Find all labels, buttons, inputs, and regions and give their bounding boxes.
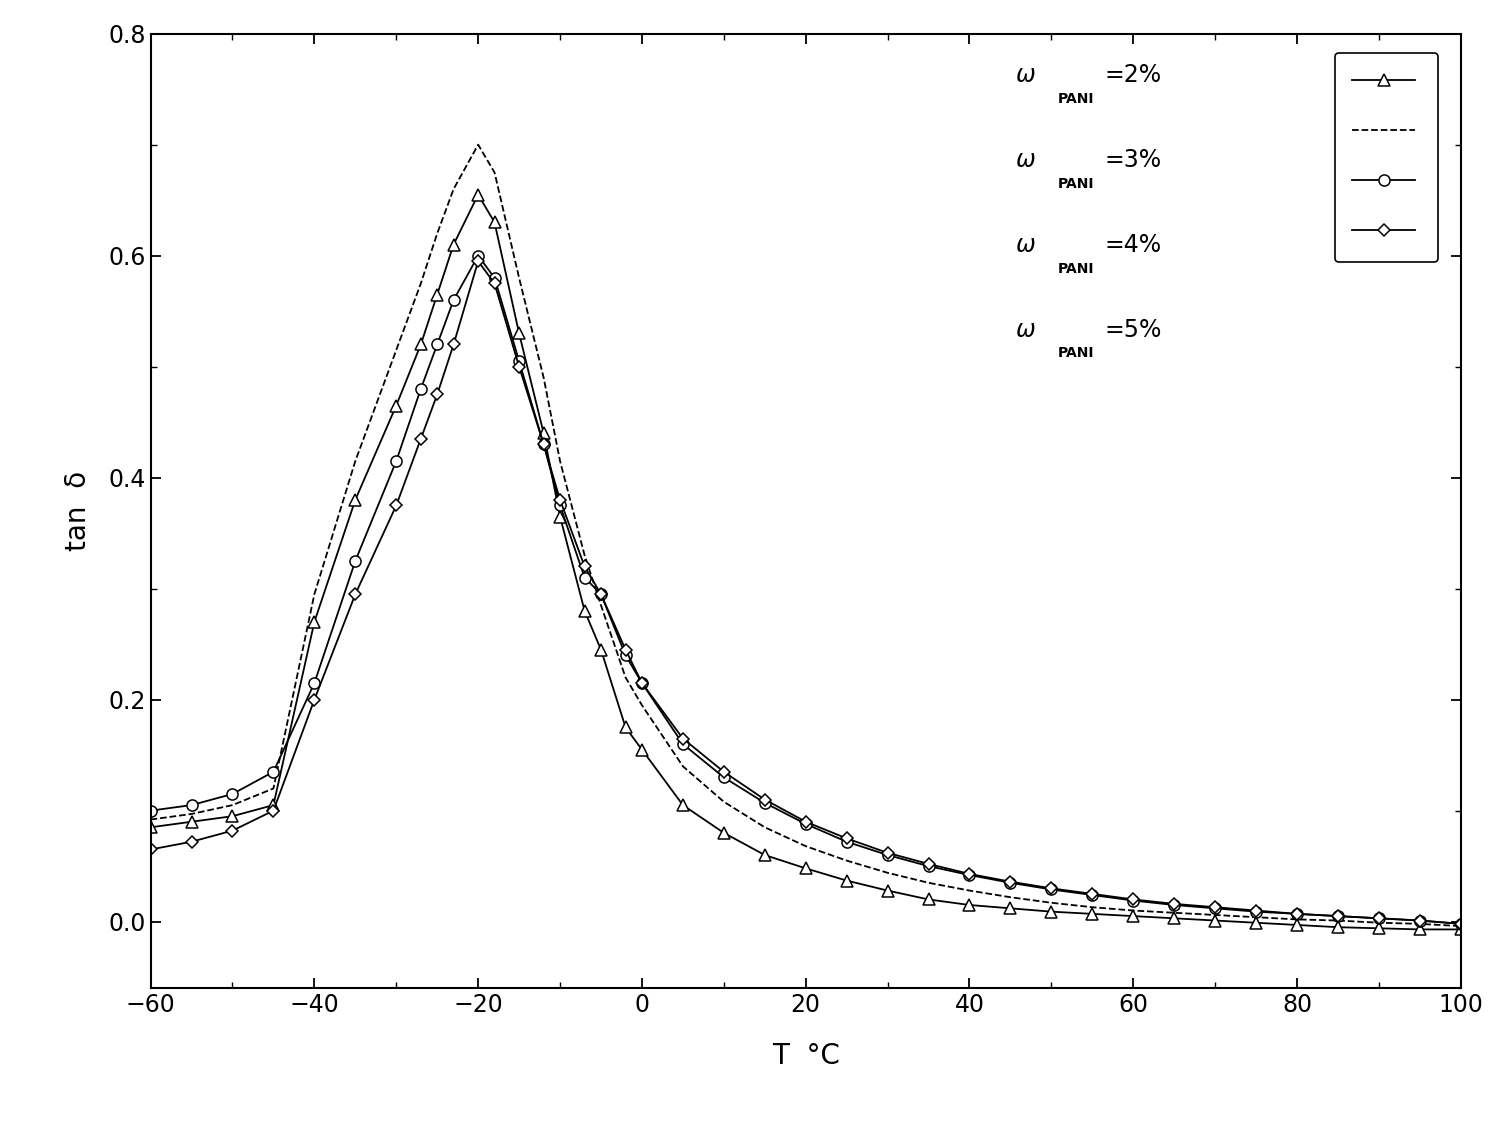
Text: $\omega$: $\omega$ bbox=[1015, 148, 1036, 172]
Text: PANI: PANI bbox=[1057, 176, 1093, 191]
Text: PANI: PANI bbox=[1057, 262, 1093, 275]
X-axis label: T  °C: T °C bbox=[771, 1042, 840, 1070]
Text: $\omega$: $\omega$ bbox=[1015, 232, 1036, 257]
Text: $\omega$: $\omega$ bbox=[1015, 318, 1036, 341]
Y-axis label: tan  δ: tan δ bbox=[63, 471, 92, 551]
Legend: , , , : , , , bbox=[1334, 53, 1438, 262]
Text: =4%: =4% bbox=[1104, 232, 1161, 257]
Text: =2%: =2% bbox=[1104, 63, 1161, 86]
Text: PANI: PANI bbox=[1057, 347, 1093, 360]
Text: =3%: =3% bbox=[1104, 148, 1161, 172]
Text: $\omega$: $\omega$ bbox=[1015, 63, 1036, 86]
Text: PANI: PANI bbox=[1057, 92, 1093, 106]
Text: =5%: =5% bbox=[1104, 318, 1161, 341]
